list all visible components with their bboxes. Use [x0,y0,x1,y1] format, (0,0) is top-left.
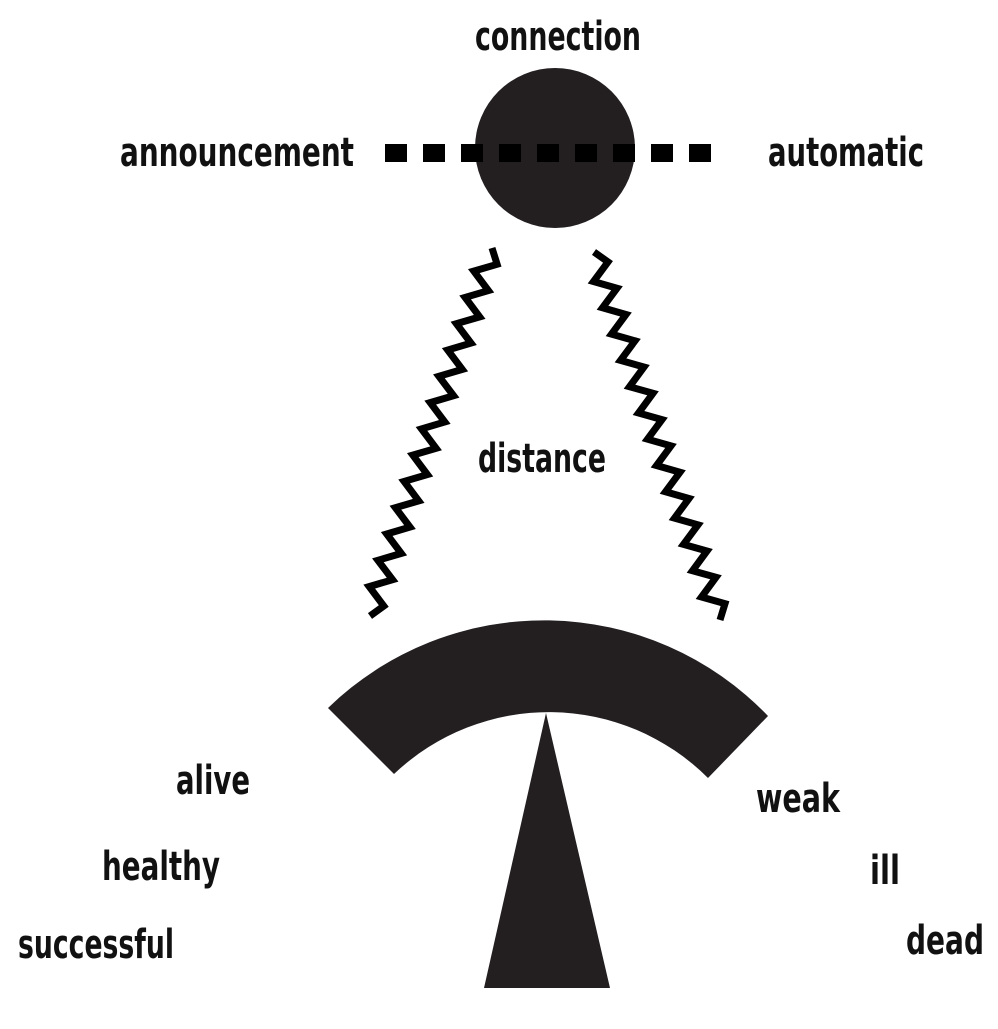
label-distance: distance [478,436,606,482]
label-ill: ill [870,848,900,894]
label-automatic: automatic [768,130,924,176]
label-alive: alive [176,758,250,804]
gauge-needle [484,713,610,988]
label-dead: dead [906,918,984,964]
gauge-arc [328,620,768,778]
label-announcement: announcement [120,130,354,176]
zigzag-line-left [363,246,502,619]
label-successful: successful [18,922,174,968]
zigzag-line-right [587,249,730,622]
label-connection: connection [475,14,641,60]
label-weak: weak [756,776,841,822]
label-healthy: healthy [102,844,220,890]
